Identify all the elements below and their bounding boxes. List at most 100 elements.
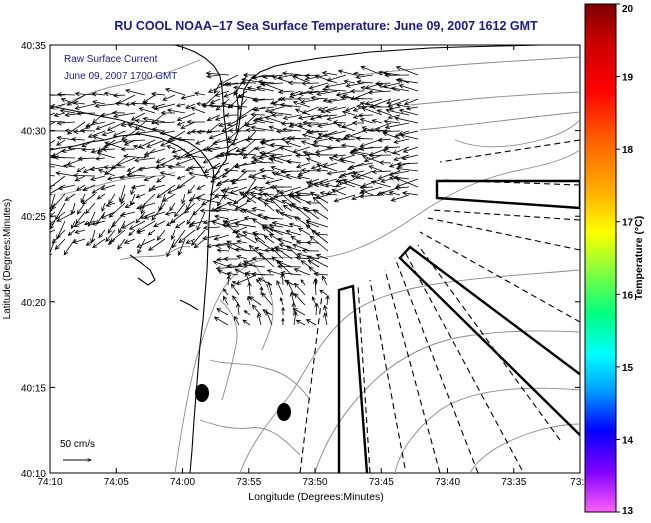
current-vector bbox=[142, 116, 166, 123]
box-diagonal bbox=[398, 245, 580, 437]
current-vector bbox=[309, 235, 329, 252]
current-vector bbox=[214, 154, 230, 159]
current-vector bbox=[140, 202, 146, 215]
current-vector bbox=[137, 166, 156, 172]
current-vector bbox=[358, 193, 383, 199]
current-vector bbox=[250, 74, 275, 80]
current-vector bbox=[323, 312, 328, 326]
current-vector bbox=[56, 211, 76, 222]
current-vector bbox=[81, 193, 96, 205]
current-vector bbox=[300, 279, 306, 286]
current-vector bbox=[120, 193, 126, 205]
current-vector bbox=[240, 168, 257, 174]
current-vector bbox=[91, 184, 106, 194]
current-vector bbox=[94, 156, 106, 161]
current-vector bbox=[71, 220, 76, 230]
current-vector bbox=[186, 119, 206, 125]
current-vector bbox=[202, 154, 221, 164]
current-vector bbox=[221, 223, 239, 228]
current-vector bbox=[63, 238, 76, 256]
current-vector bbox=[350, 88, 365, 94]
current-vector bbox=[109, 229, 126, 243]
current-vector bbox=[313, 182, 329, 188]
current-vector bbox=[295, 319, 306, 326]
current-vector bbox=[80, 193, 86, 204]
current-vector bbox=[245, 191, 266, 204]
current-vector bbox=[196, 129, 221, 135]
current-vector bbox=[319, 289, 328, 296]
current-vector bbox=[252, 185, 266, 191]
current-vector bbox=[164, 211, 176, 216]
current-vector bbox=[314, 146, 338, 154]
current-vector bbox=[74, 103, 96, 110]
current-vector bbox=[234, 222, 257, 228]
current-vector bbox=[148, 238, 166, 251]
current-vector bbox=[213, 207, 230, 213]
current-vector bbox=[146, 139, 166, 148]
current-vector bbox=[395, 66, 419, 76]
x-tick-label: 74:05 bbox=[104, 477, 129, 488]
current-vector bbox=[284, 140, 302, 148]
current-vector bbox=[154, 165, 166, 170]
current-vector bbox=[92, 112, 106, 124]
current-vector bbox=[247, 281, 252, 296]
current-vector bbox=[187, 184, 196, 195]
current-vector bbox=[153, 103, 176, 111]
current-vector bbox=[222, 288, 229, 296]
current-vector bbox=[292, 310, 298, 326]
current-vector bbox=[279, 211, 302, 220]
current-vector bbox=[85, 238, 96, 246]
current-vector bbox=[155, 157, 166, 163]
current-vector bbox=[276, 189, 293, 204]
current-vector bbox=[214, 90, 230, 97]
current-vector bbox=[76, 111, 96, 116]
current-vector bbox=[301, 248, 320, 254]
current-vector bbox=[297, 227, 311, 236]
current-vector bbox=[386, 98, 401, 105]
current-vector bbox=[296, 174, 311, 180]
current-vector bbox=[134, 118, 156, 124]
current-vector bbox=[279, 102, 302, 108]
current-vector bbox=[268, 157, 284, 164]
current-vector bbox=[359, 101, 383, 108]
current-vector bbox=[87, 130, 106, 138]
current-vector bbox=[126, 166, 136, 172]
current-vector bbox=[395, 77, 419, 84]
current-vector bbox=[332, 153, 347, 159]
current-vector bbox=[250, 125, 275, 132]
current-vector bbox=[130, 101, 146, 106]
current-vector bbox=[50, 166, 56, 168]
current-vector bbox=[128, 220, 146, 230]
current-vector bbox=[242, 319, 251, 326]
current-vector bbox=[296, 96, 311, 102]
current-vector bbox=[317, 106, 329, 112]
current-vector bbox=[167, 184, 186, 194]
current-vector bbox=[193, 238, 206, 249]
current-vector bbox=[214, 242, 239, 248]
current-vector bbox=[124, 88, 146, 96]
current-vector bbox=[185, 238, 196, 244]
current-vector bbox=[380, 178, 392, 183]
current-vector bbox=[354, 96, 374, 101]
current-vector bbox=[176, 136, 196, 142]
current-vector bbox=[236, 239, 248, 245]
current-vector bbox=[107, 220, 116, 234]
current-vector bbox=[387, 114, 401, 120]
current-vector bbox=[73, 220, 86, 228]
current-vector bbox=[367, 89, 392, 95]
current-vector bbox=[64, 128, 76, 134]
current-vector bbox=[56, 120, 76, 126]
current-vector bbox=[270, 165, 284, 172]
y-tick-label: 40:20 bbox=[21, 298, 46, 309]
current-vector bbox=[254, 117, 275, 124]
current-vector bbox=[276, 279, 284, 296]
current-vector bbox=[360, 189, 374, 196]
current-vector bbox=[203, 162, 221, 174]
current-vector bbox=[70, 202, 76, 216]
current-vector bbox=[101, 147, 116, 152]
current-vector bbox=[319, 178, 338, 185]
current-vector bbox=[253, 246, 266, 252]
current-vector bbox=[193, 91, 206, 97]
current-vector bbox=[310, 162, 329, 170]
current-vector bbox=[50, 121, 66, 123]
